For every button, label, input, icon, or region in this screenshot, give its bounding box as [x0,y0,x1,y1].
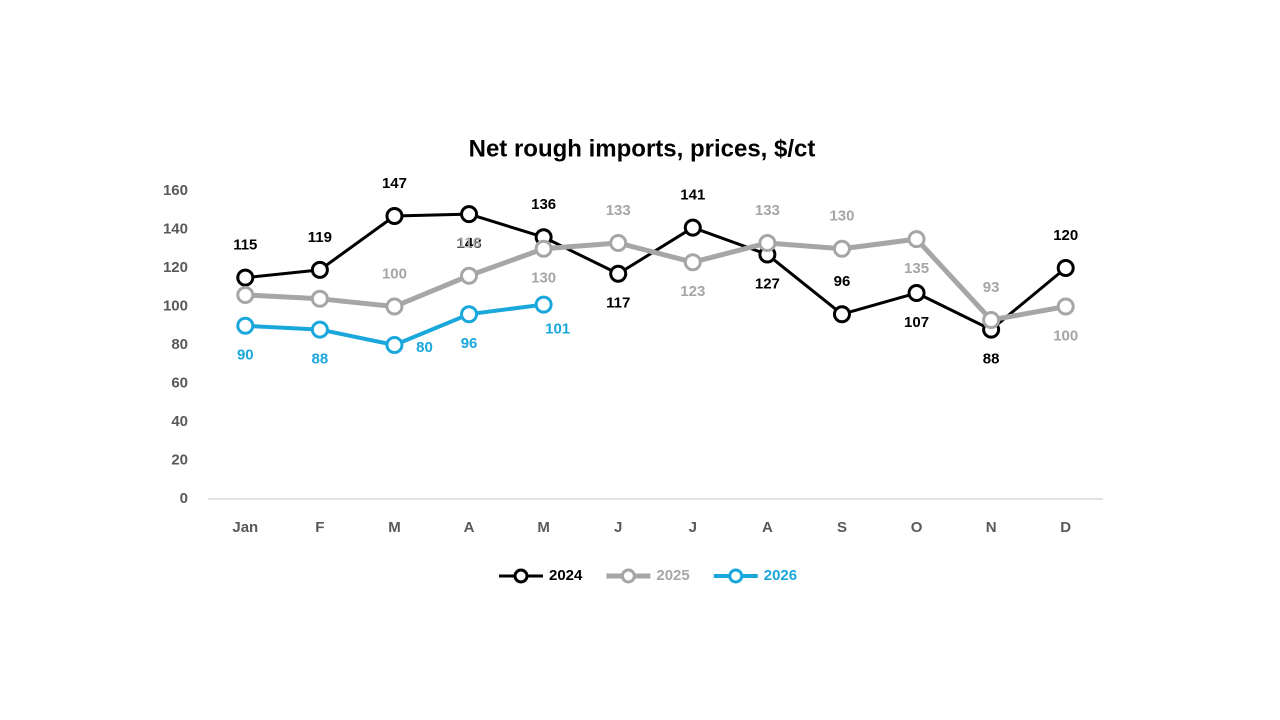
x-tick-label: O [911,519,923,536]
marker [310,320,329,339]
x-tick-label: N [986,519,997,536]
data-label: 107 [904,314,929,331]
legend-label: 2025 [656,567,689,584]
data-label: 115 [233,237,257,254]
marker [310,260,329,279]
data-label: 148 [457,235,482,252]
marker [385,297,404,316]
series-line [245,236,1067,323]
marker [1056,297,1075,316]
marker [609,264,628,283]
y-tick-label: 0 [180,490,188,507]
x-tick-label: A [762,519,773,536]
data-label: 90 [237,347,254,364]
marker [236,285,255,304]
data-label: 80 [416,339,433,356]
x-tick-label: J [614,519,622,536]
x-tick-label: J [689,519,697,536]
marker [385,207,404,226]
x-tick-label: F [315,519,324,536]
x-tick-label: M [537,519,550,536]
data-label: 96 [834,273,851,290]
data-label: 96 [461,335,478,352]
y-tick-label: 60 [171,374,188,391]
marker [832,305,851,324]
data-label: 136 [531,196,556,213]
legend-marker [620,568,636,584]
marker [683,253,702,272]
data-label: 130 [829,208,854,225]
marker [236,268,255,287]
data-label: 88 [312,351,329,368]
legend-marker [728,568,744,584]
x-tick-label: M [388,519,401,536]
data-label: 127 [755,275,780,292]
marker [236,316,255,335]
marker [907,230,926,249]
data-label: 117 [606,295,630,312]
marker [683,218,702,237]
marker [534,239,553,258]
marker [907,284,926,303]
marker [385,336,404,354]
data-label: 93 [983,279,1000,296]
data-label: 88 [983,351,1000,368]
y-tick-label: 40 [171,413,188,430]
marker [609,233,628,252]
data-label: 100 [1053,327,1078,344]
data-label: 147 [382,175,407,192]
marker [460,305,479,324]
legend-label: 2024 [549,567,583,584]
data-label: 119 [308,229,332,246]
data-label: 141 [680,187,705,204]
x-tick-label: D [1060,519,1071,536]
data-label: 101 [545,321,570,338]
marker [460,205,479,224]
data-label: 116 [457,235,481,252]
y-tick-label: 20 [171,451,188,468]
y-tick-label: 160 [163,182,188,199]
marker [534,295,553,314]
marker [460,266,479,285]
data-label: 100 [382,265,407,282]
y-tick-label: 120 [163,259,188,276]
y-tick-label: 80 [171,336,188,353]
data-label: 133 [755,202,780,219]
x-tick-label: A [464,519,475,536]
data-label: 135 [904,260,929,277]
chart-title: Net rough imports, prices, $/ct [469,135,816,162]
data-label: 130 [531,270,556,287]
x-tick-label: S [837,519,847,536]
marker [832,239,851,258]
data-label: 133 [606,202,631,219]
marker [758,233,777,252]
marker [310,289,329,308]
data-label: 120 [1053,227,1078,244]
marker [982,310,1001,329]
y-tick-label: 100 [163,297,188,314]
data-label: 123 [680,283,705,300]
marker [1056,259,1075,277]
legend-label: 2026 [764,567,797,584]
y-tick-label: 140 [163,220,188,237]
x-tick-label: Jan [232,519,258,536]
legend-marker [513,568,529,584]
